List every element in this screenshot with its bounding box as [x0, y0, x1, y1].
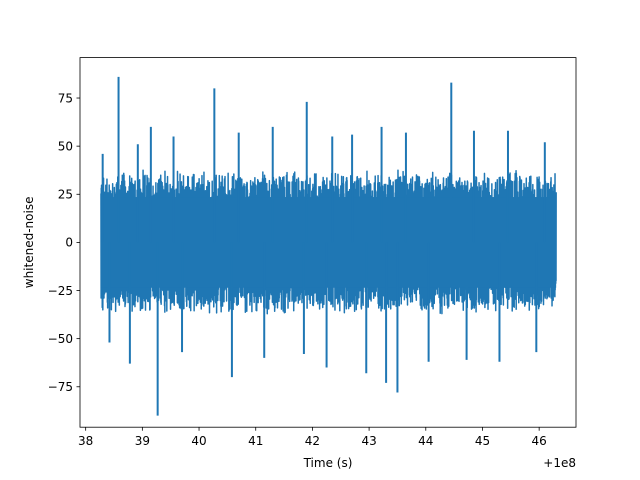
- x-tick-label: 40: [191, 434, 206, 448]
- y-tick-label: 75: [58, 91, 73, 105]
- y-axis-label: whitened-noise: [22, 197, 36, 289]
- x-axis-ticks: 38 39 40 41 42 43 44 45 46: [78, 427, 547, 448]
- x-tick-label: 45: [475, 434, 490, 448]
- x-tick-label: 38: [78, 434, 93, 448]
- x-tick-label: 42: [305, 434, 320, 448]
- y-tick-label: 0: [65, 236, 73, 250]
- x-axis-offset-label: +1e8: [543, 456, 576, 470]
- x-axis-label: Time (s): [303, 456, 353, 470]
- series-layer: [100, 76, 557, 416]
- x-tick-label: 39: [135, 434, 150, 448]
- x-tick-label: 41: [248, 434, 263, 448]
- series-dense-band: [100, 197, 557, 288]
- y-tick-label: −50: [48, 332, 73, 346]
- x-tick-label: 43: [361, 434, 376, 448]
- x-tick-label: 46: [532, 434, 547, 448]
- y-tick-label: 50: [58, 139, 73, 153]
- y-tick-label: −75: [48, 380, 73, 394]
- x-tick-label: 44: [418, 434, 433, 448]
- y-tick-label: −25: [48, 284, 73, 298]
- y-tick-label: 25: [58, 188, 73, 202]
- y-axis-ticks: −75 −50 −25 0 25 50 75: [48, 91, 80, 394]
